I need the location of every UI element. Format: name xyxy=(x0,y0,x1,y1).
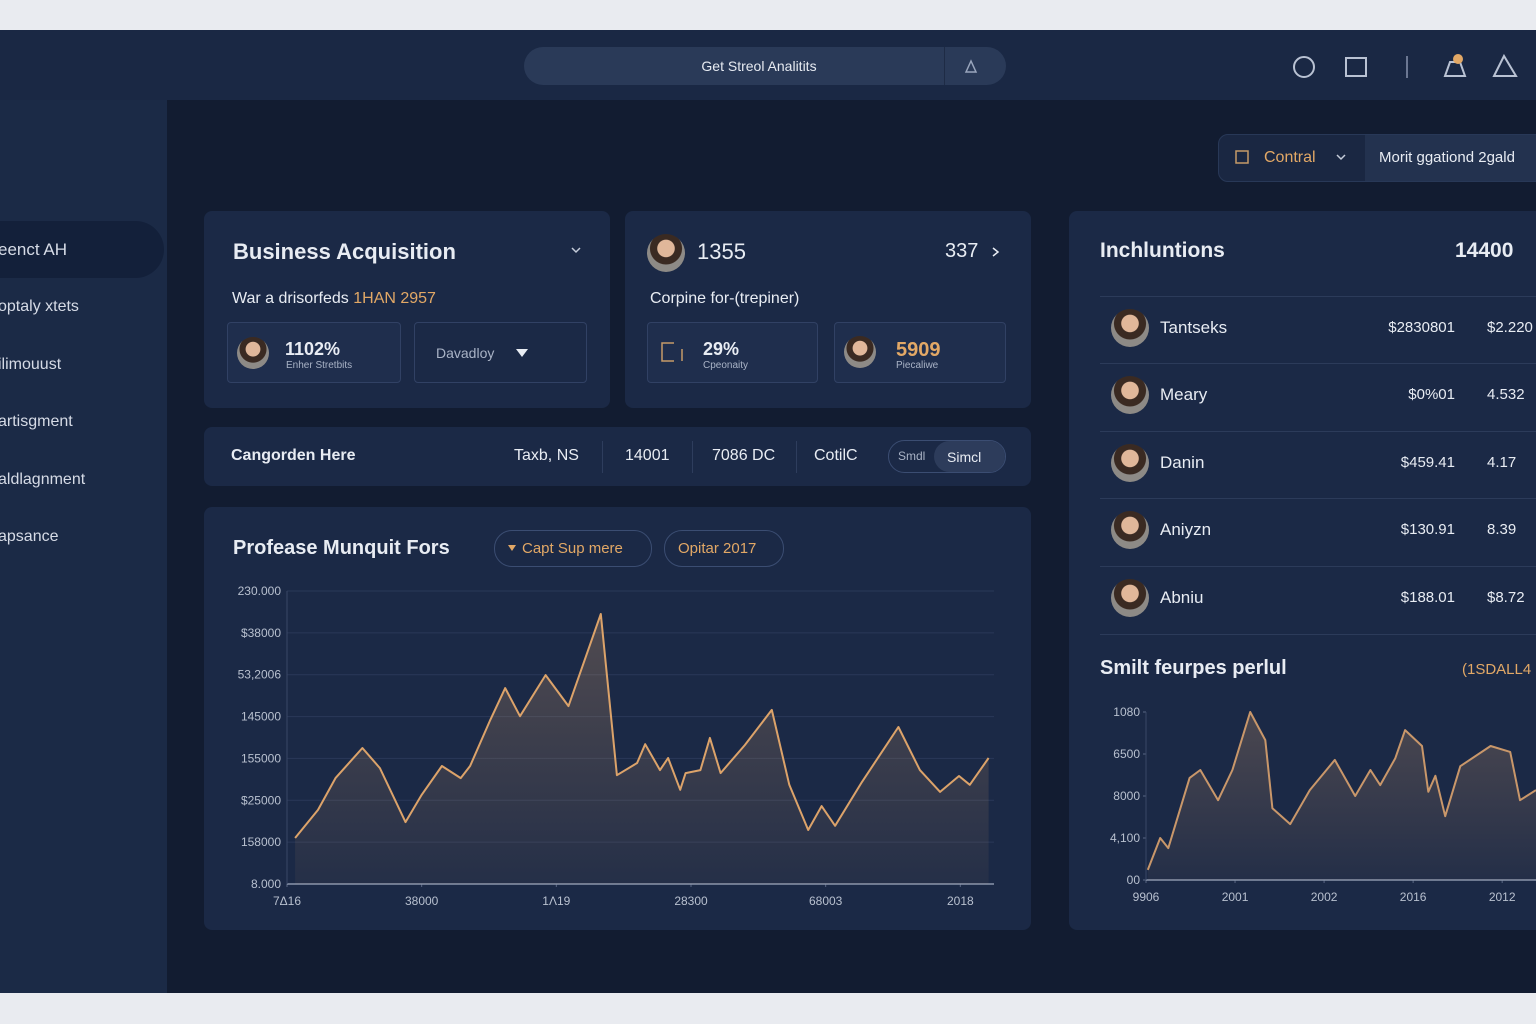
toggle-option[interactable]: Simcl xyxy=(947,449,982,465)
card-title: Business Acquisition xyxy=(233,239,456,264)
filter-field[interactable]: 7086 DC xyxy=(712,447,776,464)
row-change: $2.220 xyxy=(1487,319,1533,336)
stat-value: 5909 xyxy=(896,339,941,361)
avatar xyxy=(237,337,269,369)
row-change: 4.532 xyxy=(1487,386,1525,403)
filter-bar: Cangorden Here Taxb, NS 14001 7086 DC Co… xyxy=(204,427,1031,486)
toggle-active xyxy=(934,441,1005,472)
stat-box: 29% Cpeonaity xyxy=(647,322,818,383)
panel-total: 14400 xyxy=(1455,239,1514,262)
card-link[interactable]: 337 xyxy=(945,240,979,262)
acquisition-card: Business Acquisition War a drisorfeds 1H… xyxy=(204,211,610,408)
filter-range-bg xyxy=(1365,135,1536,181)
search-bar[interactable]: Get Streol Analitits xyxy=(524,47,1006,85)
separator xyxy=(602,441,603,473)
search-divider xyxy=(944,47,945,85)
filter-bar-title: Cangorden Here xyxy=(231,447,356,464)
toggle[interactable]: Smdl Simcl xyxy=(888,440,1006,473)
sidebar-item[interactable]: artisgment xyxy=(0,413,73,430)
chevron xyxy=(1336,154,1346,161)
toggle-option[interactable]: Smdl xyxy=(898,449,926,463)
row-divider xyxy=(1100,498,1536,499)
chip-label: Opitar 2017 xyxy=(678,540,757,557)
row-divider xyxy=(1100,431,1536,432)
filter-range[interactable]: Morit ggationd 2gald xyxy=(1379,149,1515,166)
chip[interactable]: Opitar 2017 xyxy=(664,530,784,567)
row-amount: $2830801 xyxy=(1388,319,1455,336)
subtitle-text: War a drisorfeds xyxy=(232,290,349,307)
row-change: 8.39 xyxy=(1487,521,1517,538)
chip-label: Capt Sup mere xyxy=(522,540,623,557)
dropdown-label: Davadloy xyxy=(436,345,495,361)
app: Get Streol Analitits eenct AH optaly xte… xyxy=(0,30,1536,993)
chevron[interactable] xyxy=(570,246,582,256)
filter-field[interactable]: CotilC xyxy=(814,447,858,464)
row-divider xyxy=(1100,296,1536,297)
toolbar-icons[interactable] xyxy=(1290,52,1530,82)
card-subtitle: War a drisorfeds 1HAN 2957 xyxy=(232,290,436,308)
stat-box: 1102% Enher Stretbits xyxy=(227,322,401,383)
sidebar-item[interactable]: eenct AH xyxy=(0,221,164,278)
sidebar-item[interactable]: ilimouust xyxy=(0,356,62,373)
chart-badge: (1SDALL4 xyxy=(1462,661,1532,678)
subtitle-highlight: 1HAN 2957 xyxy=(353,290,436,307)
stat-value: 1102% xyxy=(285,339,341,359)
search-placeholder: Get Streol Analitits xyxy=(701,58,817,74)
sidebar-item[interactable]: aldlagnment xyxy=(0,471,86,488)
stat-label: Cpeonaity xyxy=(703,360,749,371)
avatar xyxy=(1111,309,1149,347)
row-name[interactable]: Danin xyxy=(1160,453,1205,472)
dropdown[interactable]: Davadloy xyxy=(414,322,587,383)
dropdown-caret xyxy=(516,349,528,357)
main-chart-card: Profease Munquit Fors Capt Sup mere Opit… xyxy=(204,507,1031,930)
card-title: 1355 xyxy=(697,239,746,264)
row-amount: $188.01 xyxy=(1400,589,1455,606)
row-divider xyxy=(1100,566,1536,567)
panel-title: Inchluntions xyxy=(1100,239,1225,262)
row-divider xyxy=(1100,634,1536,635)
avatar xyxy=(1111,511,1149,549)
row-name[interactable]: Aniyzn xyxy=(1160,520,1212,539)
stat-box: 5909 Piecaliwe xyxy=(834,322,1006,383)
row-change: 4.17 xyxy=(1487,454,1517,471)
search-icon xyxy=(964,59,978,73)
summary-card: 1355 337 Corpine for-(trepiner) 29% Cpeo… xyxy=(625,211,1031,408)
row-amount: $0%01 xyxy=(1408,386,1455,403)
row-amount: $459.41 xyxy=(1400,454,1455,471)
avatar xyxy=(1111,444,1149,482)
stat-label: Enher Stretbits xyxy=(286,360,353,371)
stat-icon xyxy=(661,342,683,362)
top-bar: Get Streol Analitits xyxy=(0,30,1536,100)
chevron-right xyxy=(992,247,1000,257)
filter-field[interactable]: 14001 xyxy=(625,447,670,464)
filter-group: Contral Morit ggationd 2gald xyxy=(1218,134,1536,182)
avatar xyxy=(1111,579,1149,617)
row-divider xyxy=(1100,363,1536,364)
chart-title: Smilt feurpes perlul xyxy=(1100,657,1287,679)
chip[interactable]: Capt Sup mere xyxy=(494,530,652,567)
sidebar-item[interactable]: apsance xyxy=(0,528,59,545)
filter-dropdown[interactable]: Contral xyxy=(1264,149,1316,166)
filter-icons xyxy=(1235,150,1249,164)
sidebar: eenct AH optaly xtets ilimouust artisgme… xyxy=(0,100,167,993)
filter-field[interactable]: Taxb, NS xyxy=(514,447,579,464)
avatar xyxy=(1111,376,1149,414)
avatar xyxy=(647,234,685,272)
chip-caret xyxy=(508,545,516,551)
chart-title: Profease Munquit Fors xyxy=(233,537,450,559)
separator xyxy=(692,441,693,473)
stat-value: 29% xyxy=(703,339,740,359)
separator xyxy=(796,441,797,473)
avatar xyxy=(844,336,876,368)
row-amount: $130.91 xyxy=(1400,521,1455,538)
sidebar-item[interactable]: optaly xtets xyxy=(0,298,79,315)
row-name[interactable]: Abniu xyxy=(1160,588,1204,607)
card-subtitle: Corpine for-(trepiner) xyxy=(650,290,800,307)
row-name[interactable]: Meary xyxy=(1160,385,1208,404)
row-name[interactable]: Tantseks xyxy=(1160,318,1228,337)
row-change: $8.72 xyxy=(1487,589,1525,606)
stat-label: Piecaliwe xyxy=(896,360,939,371)
